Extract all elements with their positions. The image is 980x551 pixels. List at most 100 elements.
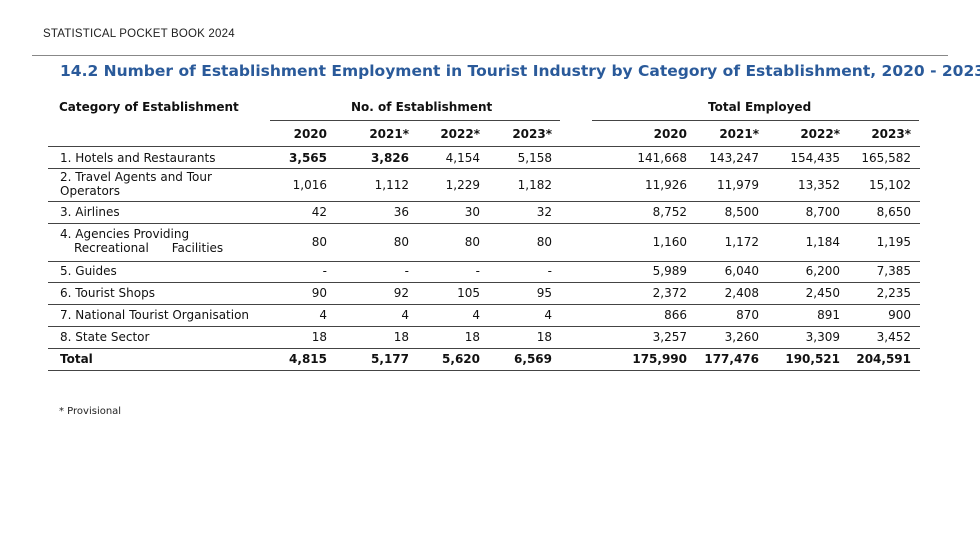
row-divider xyxy=(48,201,920,202)
table-cell: 95 xyxy=(536,286,552,300)
publication-title: STATISTICAL POCKET BOOK 2024 xyxy=(43,28,235,40)
table-cell: 1,172 xyxy=(724,235,759,249)
table-cell: 4 xyxy=(319,308,327,322)
table-cell: 3,260 xyxy=(724,330,759,344)
est-year-2021: 2021* xyxy=(369,127,409,141)
total-cell: 5,177 xyxy=(371,352,409,366)
table-cell: 80 xyxy=(393,235,409,249)
table-cell: 165,582 xyxy=(861,151,911,165)
est-year-2022: 2022* xyxy=(440,127,480,141)
est-year-2020: 2020 xyxy=(293,127,327,141)
row-divider xyxy=(48,326,920,327)
emp-year-2020: 2020 xyxy=(653,127,687,141)
employed-group-rule xyxy=(592,120,919,121)
row-divider xyxy=(48,223,920,224)
table-cell: 18 xyxy=(464,330,480,344)
header-divider xyxy=(32,55,948,56)
table-cell: 18 xyxy=(393,330,409,344)
table-cell: 1,195 xyxy=(876,235,911,249)
table-cell: 143,247 xyxy=(709,151,759,165)
table-cell: 2,450 xyxy=(805,286,840,300)
table-row-label: 4. Agencies Providing Recreational Facili… xyxy=(60,227,224,255)
total-row-label: Total xyxy=(60,352,93,366)
table-cell: 1,182 xyxy=(517,178,552,192)
table-row-label: 8. State Sector xyxy=(60,330,150,344)
table-cell: 154,435 xyxy=(790,151,840,165)
table-cell: 80 xyxy=(536,235,552,249)
table-cell: 900 xyxy=(888,308,911,322)
table-cell: 18 xyxy=(536,330,552,344)
table-cell: 15,102 xyxy=(869,178,911,192)
table-cell: 2,372 xyxy=(652,286,687,300)
table-cell: 8,700 xyxy=(805,205,840,219)
table-cell: 8,650 xyxy=(876,205,911,219)
footnote: * Provisional xyxy=(59,406,122,417)
total-cell: 190,521 xyxy=(785,352,840,366)
table-cell: 105 xyxy=(457,286,480,300)
table-cell: 80 xyxy=(464,235,480,249)
table-cell: 7,385 xyxy=(876,264,911,278)
table-cell: 92 xyxy=(393,286,409,300)
table-cell: 4,154 xyxy=(445,151,480,165)
row-divider xyxy=(48,261,920,262)
table-cell: 866 xyxy=(664,308,687,322)
table-cell: 1,016 xyxy=(292,178,327,192)
table-cell: - xyxy=(404,264,409,278)
table-cell: 11,979 xyxy=(717,178,759,192)
table-cell: 4 xyxy=(544,308,552,322)
table-cell: 6,200 xyxy=(805,264,840,278)
table-cell: - xyxy=(475,264,480,278)
table-row-label: 6. Tourist Shops xyxy=(60,286,155,300)
row-divider xyxy=(48,168,920,169)
table-cell: 3,565 xyxy=(289,151,327,165)
table-cell: 8,500 xyxy=(724,205,759,219)
table-cell: 36 xyxy=(393,205,409,219)
table-cell: 42 xyxy=(311,205,327,219)
table-row-label: 7. National Tourist Organisation xyxy=(60,308,250,322)
total-cell: 177,476 xyxy=(704,352,759,366)
establishment-group-header: No. of Establishment xyxy=(351,100,493,114)
category-column-header: Category of Establishment xyxy=(59,100,239,114)
table-cell: 2,235 xyxy=(876,286,911,300)
table-cell: 1,112 xyxy=(374,178,409,192)
table-cell: 3,257 xyxy=(652,330,687,344)
emp-year-2021: 2021* xyxy=(719,127,759,141)
table-cell: 5,989 xyxy=(652,264,687,278)
table-cell: 3,826 xyxy=(371,151,409,165)
table-cell: 32 xyxy=(536,205,552,219)
table-cell: - xyxy=(547,264,552,278)
table-cell: 891 xyxy=(817,308,840,322)
table-cell: - xyxy=(322,264,327,278)
table-cell: 2,408 xyxy=(724,286,759,300)
header-bottom-rule xyxy=(48,146,920,147)
table-cell: 3,452 xyxy=(876,330,911,344)
table-row-label: 3. Airlines xyxy=(60,205,120,219)
table-cell: 90 xyxy=(311,286,327,300)
table-cell: 8,752 xyxy=(652,205,687,219)
total-cell: 204,591 xyxy=(856,352,911,366)
total-cell: 5,620 xyxy=(442,352,480,366)
total-cell: 6,569 xyxy=(514,352,552,366)
table-cell: 1,160 xyxy=(652,235,687,249)
establishment-group-rule xyxy=(270,120,560,121)
table-cell: 6,040 xyxy=(724,264,759,278)
table-cell: 11,926 xyxy=(645,178,687,192)
table-cell: 141,668 xyxy=(637,151,687,165)
table-cell: 4 xyxy=(401,308,409,322)
table-cell: 18 xyxy=(311,330,327,344)
table-cell: 870 xyxy=(736,308,759,322)
row-divider xyxy=(48,304,920,305)
table-title: 14.2 Number of Establishment Employment … xyxy=(60,62,980,80)
est-year-2023: 2023* xyxy=(512,127,552,141)
table-cell: 3,309 xyxy=(805,330,840,344)
employed-group-header: Total Employed xyxy=(708,100,812,114)
total-cell: 175,990 xyxy=(632,352,687,366)
table-cell: 5,158 xyxy=(517,151,552,165)
emp-year-2023: 2023* xyxy=(871,127,911,141)
table-cell: 1,184 xyxy=(805,235,840,249)
table-bottom-rule xyxy=(48,370,920,371)
table-cell: 30 xyxy=(464,205,480,219)
table-row-label: 1. Hotels and Restaurants xyxy=(60,151,216,165)
table-row-label: 5. Guides xyxy=(60,264,117,278)
total-cell: 4,815 xyxy=(289,352,327,366)
